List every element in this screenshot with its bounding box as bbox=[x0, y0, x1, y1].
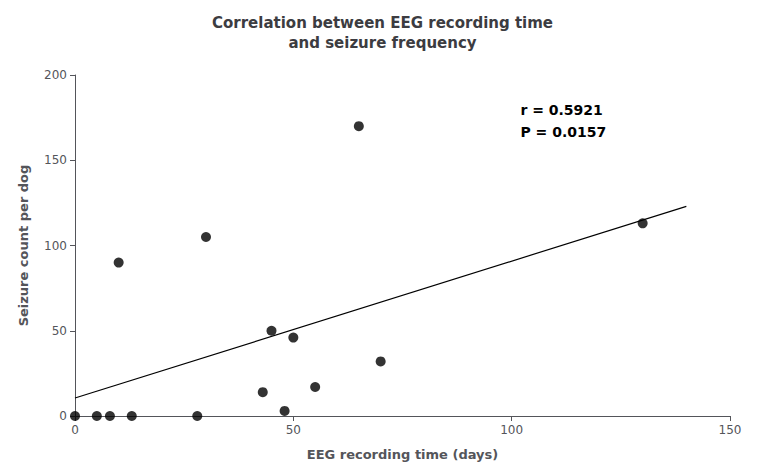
svg-text:200: 200 bbox=[44, 68, 67, 82]
svg-text:Seizure count per dog: Seizure count per dog bbox=[16, 165, 31, 327]
svg-text:r = 0.5921: r = 0.5921 bbox=[520, 102, 602, 118]
svg-text:100: 100 bbox=[500, 423, 523, 437]
svg-text:Correlation between EEG record: Correlation between EEG recording time bbox=[212, 14, 553, 32]
svg-text:0: 0 bbox=[59, 409, 67, 423]
svg-text:P = 0.0157: P = 0.0157 bbox=[520, 124, 606, 140]
svg-text:and seizure frequency: and seizure frequency bbox=[288, 34, 476, 52]
svg-text:50: 50 bbox=[52, 324, 67, 338]
svg-text:100: 100 bbox=[44, 239, 67, 253]
svg-text:150: 150 bbox=[719, 423, 742, 437]
svg-text:0: 0 bbox=[71, 423, 79, 437]
svg-text:50: 50 bbox=[286, 423, 301, 437]
svg-text:EEG recording time (days): EEG recording time (days) bbox=[307, 447, 498, 462]
svg-text:150: 150 bbox=[44, 153, 67, 167]
